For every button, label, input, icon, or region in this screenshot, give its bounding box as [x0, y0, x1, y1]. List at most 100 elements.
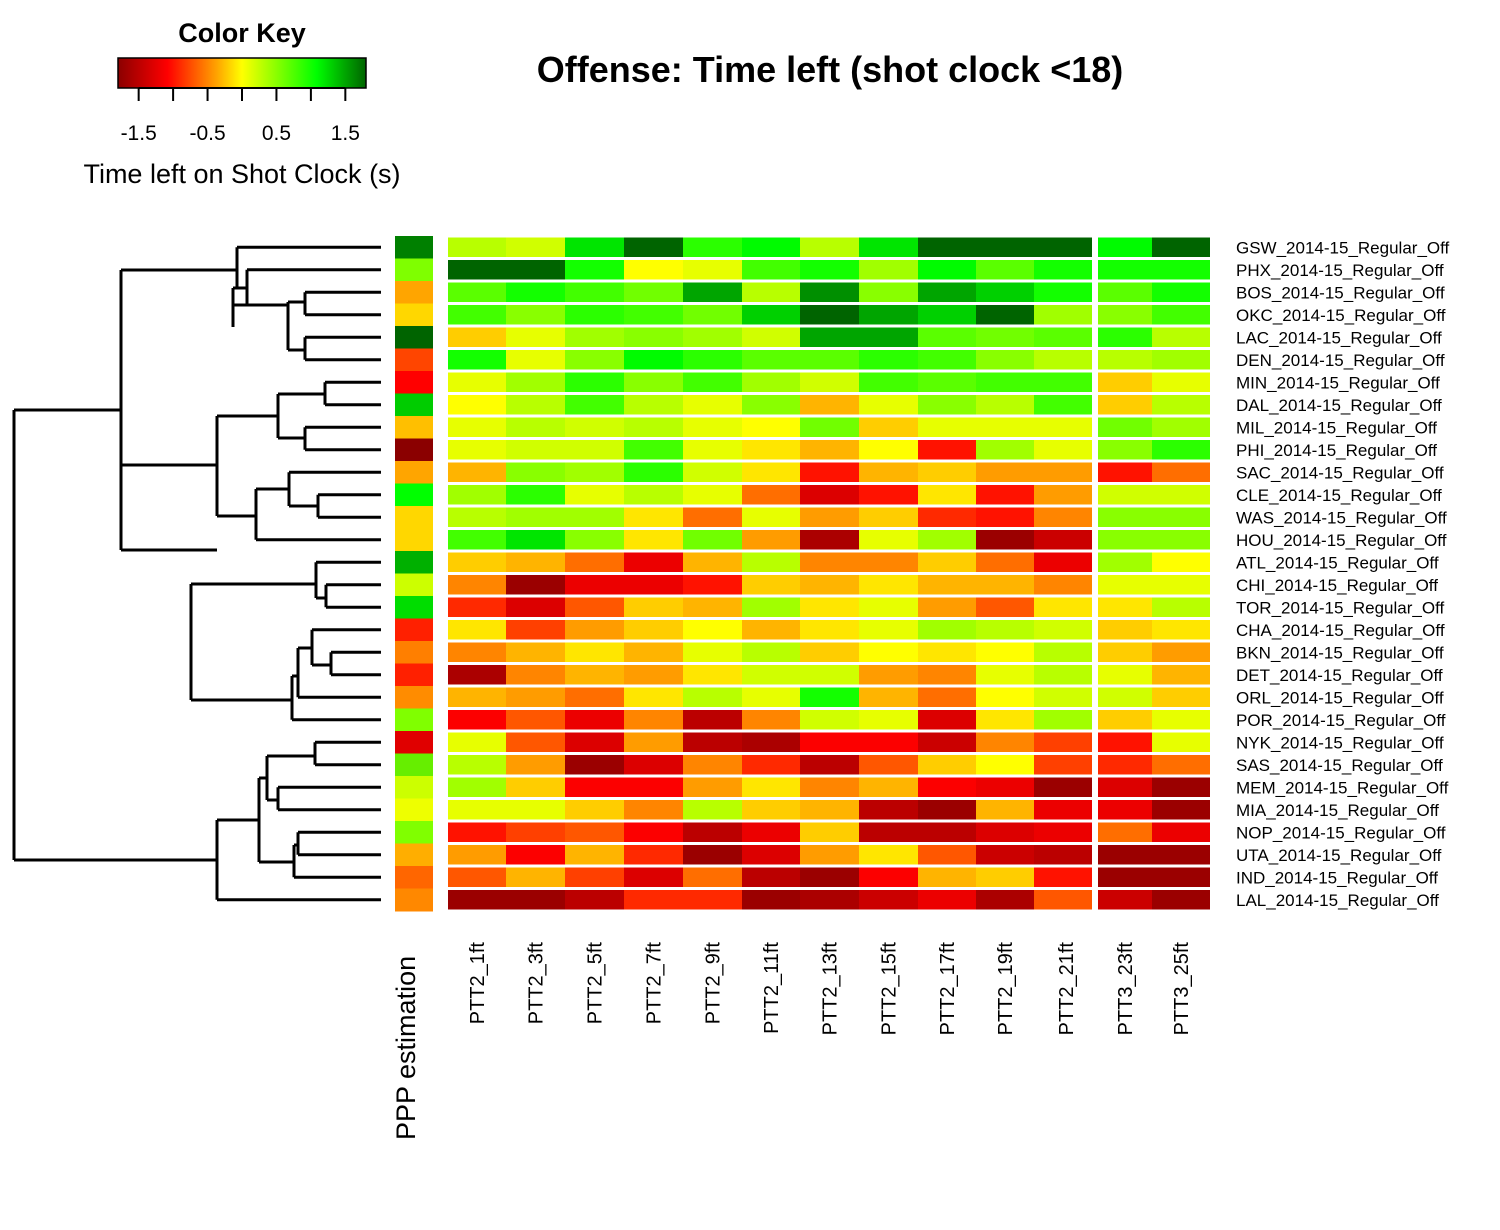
- heatmap-cell: [1034, 845, 1092, 865]
- heatmap-cell: [624, 822, 683, 842]
- heatmap-cell: [1152, 395, 1210, 415]
- heatmap-cell: [506, 462, 565, 482]
- heatmap-cell: [918, 372, 976, 392]
- heatmap-cell: [800, 800, 859, 820]
- heatmap-cell: [448, 327, 506, 347]
- heatmap-cell: [918, 305, 976, 325]
- heatmap-cell: [565, 462, 624, 482]
- row-label: BOS_2014-15_Regular_Off: [1236, 283, 1445, 302]
- heatmap-cell: [565, 282, 624, 302]
- heatmap-cell: [742, 462, 800, 482]
- row-dendrogram: [12, 245, 381, 902]
- heatmap-cell: [800, 687, 859, 707]
- heatmap-cell: [1034, 350, 1092, 370]
- heatmap-cell: [683, 575, 742, 595]
- heatmap-cell: [976, 687, 1034, 707]
- heatmap-cell: [918, 440, 976, 460]
- heatmap-cell: [800, 620, 859, 640]
- heatmap-cell: [859, 665, 918, 685]
- heatmap-cell: [506, 867, 565, 887]
- row-labels: GSW_2014-15_Regular_Off PHX_2014-15_Regul…: [1236, 238, 1450, 910]
- heatmap-cell: [859, 642, 918, 662]
- heatmap-cell: [565, 440, 624, 460]
- heatmap-cell: [742, 732, 800, 752]
- heatmap-cell: [448, 395, 506, 415]
- side-color-cell: [395, 393, 433, 417]
- color-key-tick-label: 1.5: [331, 122, 360, 145]
- side-color-cell: [395, 843, 433, 867]
- heatmap-cell: [1152, 237, 1210, 257]
- side-color-cell: [395, 866, 433, 889]
- heatmap-cell: [624, 372, 683, 392]
- column-label: PTT2_21ft: [1056, 942, 1078, 1036]
- side-color-cell: [395, 686, 433, 709]
- heatmap-cell: [683, 237, 742, 257]
- heatmap-cell: [448, 642, 506, 662]
- heatmap-cell: [624, 440, 683, 460]
- side-color-cell: [395, 551, 433, 574]
- heatmap-cell: [565, 687, 624, 707]
- row-label: NYK_2014-15_Regular_Off: [1236, 733, 1444, 752]
- heatmap-cell: [624, 800, 683, 820]
- heatmap-cell: [624, 462, 683, 482]
- heatmap-cell: [683, 710, 742, 730]
- heatmap-cell: [565, 642, 624, 662]
- heatmap-cell: [1034, 282, 1092, 302]
- heatmap-cell: [742, 777, 800, 797]
- heatmap-cell: [683, 642, 742, 662]
- heatmap-cell: [742, 372, 800, 392]
- heatmap-cell: [1034, 372, 1092, 392]
- heatmap-cell: [859, 822, 918, 842]
- heatmap-cell: [1034, 755, 1092, 775]
- color-key-tick-label: -1.5: [121, 122, 157, 145]
- heatmap-cell: [448, 552, 506, 572]
- heatmap-cell: [506, 890, 565, 910]
- heatmap-cell: [859, 282, 918, 302]
- heatmap-cell: [918, 260, 976, 280]
- heatmap-cell: [506, 665, 565, 685]
- column-label: PTT2_5ft: [585, 942, 607, 1025]
- heatmap-cell: [1034, 777, 1092, 797]
- heatmap-cell: [683, 800, 742, 820]
- heatmap-cell: [742, 237, 800, 257]
- heatmap-cell: [742, 350, 800, 370]
- heatmap-cell: [506, 327, 565, 347]
- heatmap-cell: [1098, 530, 1152, 550]
- color-key-label: Time left on Shot Clock (s): [83, 159, 400, 189]
- heatmap-cell: [859, 260, 918, 280]
- heatmap-cell: [976, 800, 1034, 820]
- heatmap-cell: [800, 440, 859, 460]
- row-label: WAS_2014-15_Regular_Off: [1236, 508, 1447, 527]
- heatmap-cell: [624, 417, 683, 437]
- row-label: BKN_2014-15_Regular_Off: [1236, 643, 1444, 662]
- heatmap-cell: [918, 890, 976, 910]
- heatmap-cell: [1098, 305, 1152, 325]
- heatmap-cell: [742, 687, 800, 707]
- row-label: SAC_2014-15_Regular_Off: [1236, 463, 1444, 482]
- heatmap-cell: [1098, 462, 1152, 482]
- heatmap-cell: [800, 732, 859, 752]
- heatmap-cell: [506, 687, 565, 707]
- heatmap-cell: [859, 800, 918, 820]
- heatmap-cell: [506, 417, 565, 437]
- heatmap-cell: [683, 845, 742, 865]
- column-label: PTT2_3ft: [526, 942, 548, 1025]
- heatmap-cell: [506, 755, 565, 775]
- row-label: CLE_2014-15_Regular_Off: [1236, 486, 1442, 505]
- heatmap-cell: [976, 417, 1034, 437]
- heatmap-cell: [506, 507, 565, 527]
- side-color-cell: [395, 281, 433, 304]
- column-label: PTT2_11ft: [761, 942, 783, 1034]
- heatmap-cell: [800, 260, 859, 280]
- heatmap-cell: [976, 440, 1034, 460]
- heatmap-cell: [683, 597, 742, 617]
- column-label: PTT3_23ft: [1115, 942, 1137, 1036]
- chart-title: Offense: Time left (shot clock <18): [537, 49, 1124, 90]
- side-color-cell: [395, 371, 433, 394]
- heatmap-cell: [506, 800, 565, 820]
- heatmap-cell: [448, 462, 506, 482]
- heatmap-cell: [742, 867, 800, 887]
- heatmap-cell: [1152, 710, 1210, 730]
- heatmap-cell: [742, 507, 800, 527]
